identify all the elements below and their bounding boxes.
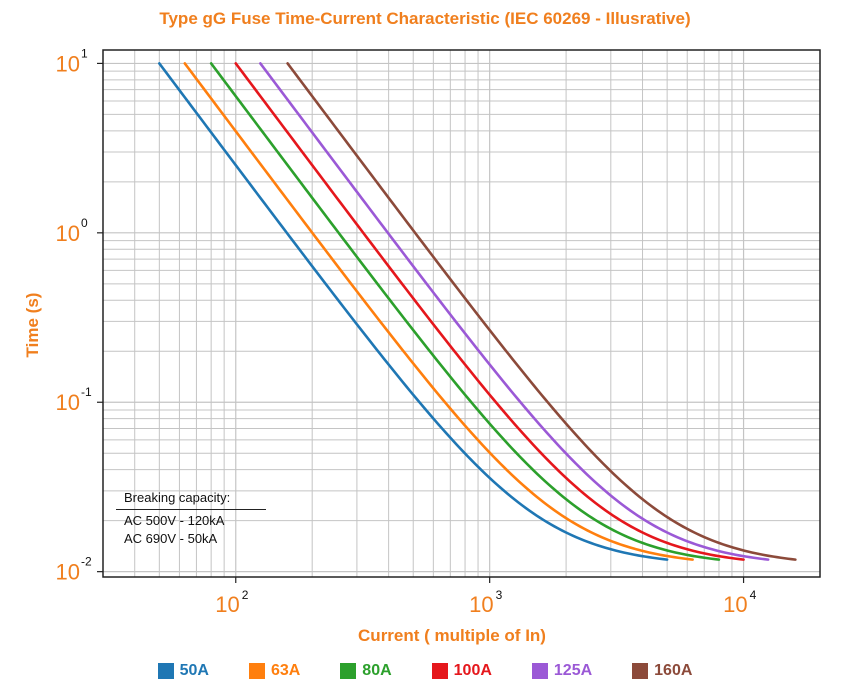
series-line-100a xyxy=(234,62,745,561)
x-tick-label: 10 xyxy=(723,592,747,617)
legend-swatch xyxy=(248,663,265,679)
legend-label: 80A xyxy=(362,662,392,679)
y-tick-label: 10 xyxy=(56,390,80,415)
note-line-500v: AC 500V - 120kA xyxy=(124,513,225,528)
x-tick-exponent: 2 xyxy=(242,588,249,602)
note-divider xyxy=(116,509,266,510)
series-line-80a xyxy=(209,62,721,561)
series-line-63a xyxy=(183,62,694,561)
legend-label: 125A xyxy=(553,662,593,679)
legend-item-100a: 100A xyxy=(431,662,492,680)
y-tick-exponent: 1 xyxy=(81,46,88,60)
x-tick-exponent: 3 xyxy=(496,588,503,602)
series-line-160a xyxy=(286,62,797,561)
x-tick-label: 10 xyxy=(469,592,493,617)
y-tick-exponent: -1 xyxy=(81,385,92,399)
y-tick-label: 10 xyxy=(56,221,80,246)
legend-label: 63A xyxy=(270,662,301,679)
legend-swatch xyxy=(431,663,448,679)
series-curves xyxy=(158,62,797,561)
plot-frame xyxy=(102,49,821,578)
note-heading: Breaking capacity: xyxy=(124,490,231,505)
legend-swatch xyxy=(157,663,174,679)
y-tick-label: 10 xyxy=(56,51,80,76)
breaking-capacity-note: Breaking capacity: AC 500V - 120kA AC 69… xyxy=(116,489,266,548)
y-tick-label: 10 xyxy=(56,560,80,585)
legend-item-63a: 63A xyxy=(248,662,301,680)
x-tick-label: 10 xyxy=(215,592,239,617)
legend-item-50a: 50A xyxy=(157,662,209,680)
legend-label: 100A xyxy=(453,662,492,679)
legend-swatch xyxy=(531,663,548,679)
legend-item-160a: 160A xyxy=(632,662,692,680)
series-line-50a xyxy=(158,62,669,561)
note-line-690v: AC 690V - 50kA xyxy=(124,531,218,546)
x-axis-label: Current ( multiple of In) xyxy=(358,626,546,645)
y-axis-label: Time (s) xyxy=(23,293,42,358)
legend-item-80a: 80A xyxy=(340,662,392,680)
legend-label: 50A xyxy=(179,662,209,679)
chart-title: Type gG Fuse Time-Current Characteristic… xyxy=(159,9,691,28)
legend-label: 160A xyxy=(654,662,693,679)
series-line-125a xyxy=(259,62,770,561)
y-tick-exponent: 0 xyxy=(81,216,88,230)
legend-item-125a: 125A xyxy=(531,662,593,680)
x-tick-exponent: 4 xyxy=(750,588,757,602)
legend-swatch xyxy=(340,663,357,679)
legend: 50A 63A 80A 100A 125A 160A xyxy=(0,662,850,680)
legend-swatch xyxy=(632,663,649,679)
y-tick-exponent: -2 xyxy=(81,555,92,569)
tick-labels: 10 2 10 3 10 410 110 010 -110 -2 xyxy=(56,46,757,617)
grid-lines xyxy=(102,50,821,577)
